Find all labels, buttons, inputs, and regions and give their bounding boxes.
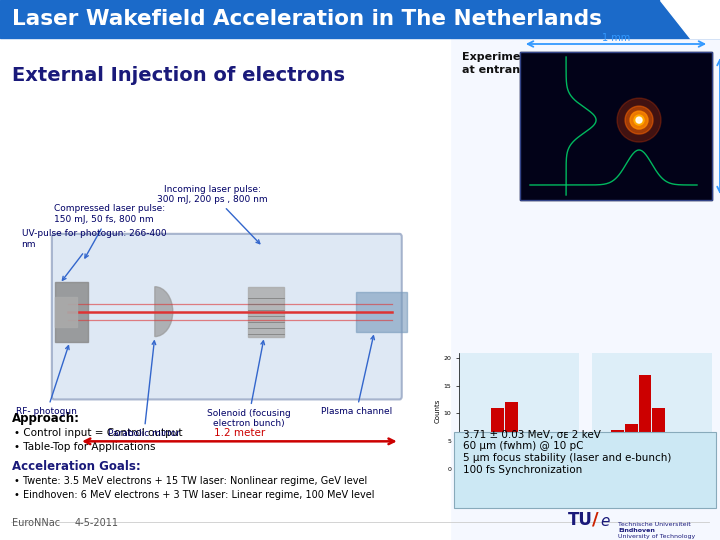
Bar [652, 408, 665, 469]
Text: Acceleration Goals:: Acceleration Goals: [12, 460, 140, 473]
Bar [0, 0, 720, 38]
Circle shape [625, 106, 653, 134]
Text: overlap electrons/laser pulse: overlap electrons/laser pulse [460, 490, 611, 500]
Bar [680, 463, 693, 469]
Bar [0, 38, 450, 540]
Text: • Table-Top for Applications: • Table-Top for Applications [14, 442, 156, 452]
Bar [55, 296, 77, 327]
Circle shape [634, 115, 644, 125]
Bar [547, 463, 560, 469]
Bar [639, 375, 652, 469]
Text: 60 μm (fwhm) @ 10 pC: 60 μm (fwhm) @ 10 pC [463, 441, 583, 451]
Text: Searching for: Searching for [460, 476, 530, 486]
Text: EuroNNac: EuroNNac [12, 518, 60, 528]
Text: Laser Wakefield Acceleration in The Netherlands: Laser Wakefield Acceleration in The Neth… [12, 9, 602, 29]
Wedge shape [155, 287, 173, 336]
Text: • Twente: 3.5 MeV electrons + 15 TW laser: Nonlinear regime, GeV level: • Twente: 3.5 MeV electrons + 15 TW lase… [14, 476, 367, 486]
Bar [533, 458, 546, 469]
Text: Parabolic mirror: Parabolic mirror [108, 341, 180, 438]
Bar [477, 447, 490, 469]
Bar [597, 458, 610, 469]
Bar [55, 282, 88, 342]
Text: Solenoid (focusing
electron bunch): Solenoid (focusing electron bunch) [207, 341, 290, 428]
Text: Experimental Results
at entrance of plasma channel: Experimental Results at entrance of plas… [462, 52, 652, 75]
Text: 3.71 ± 0.03 MeV, σᴇ 2 keV: 3.71 ± 0.03 MeV, σᴇ 2 keV [463, 429, 600, 440]
Text: Compressed laser pulse:
150 mJ, 50 fs, 800 nm: Compressed laser pulse: 150 mJ, 50 fs, 8… [54, 205, 165, 258]
Bar [492, 408, 505, 469]
X-axis label: ΔY centre focus [μm]: ΔY centre focus [μm] [619, 483, 685, 488]
Text: 4-5-2011: 4-5-2011 [75, 518, 119, 528]
Text: External Injection of electrons: External Injection of electrons [12, 66, 345, 85]
Bar [611, 430, 624, 469]
Text: UV-pulse for photogun: 266-400
nm: UV-pulse for photogun: 266-400 nm [22, 230, 166, 280]
Text: 100 fs Synchronization: 100 fs Synchronization [463, 465, 582, 475]
Bar [666, 447, 679, 469]
Text: 1.2 meter: 1.2 meter [214, 428, 266, 438]
Circle shape [636, 117, 642, 123]
Bar [356, 292, 407, 332]
Bar [464, 458, 477, 469]
Polygon shape [660, 0, 720, 38]
Text: Incoming laser pulse:
300 mJ, 200 ps , 800 nm: Incoming laser pulse: 300 mJ, 200 ps , 8… [157, 185, 268, 244]
Text: 1 mm: 1 mm [602, 33, 630, 43]
FancyBboxPatch shape [52, 234, 402, 400]
Bar [519, 436, 532, 469]
Text: Technische Universiteit: Technische Universiteit [618, 522, 690, 527]
Bar [248, 287, 284, 336]
Bar [520, 52, 712, 200]
Text: University of Technology: University of Technology [618, 534, 696, 539]
Text: Status:: Status: [460, 460, 508, 473]
Bar [505, 402, 518, 469]
Circle shape [617, 98, 661, 142]
Text: • Eindhoven: 6 MeV electrons + 3 TW laser: Linear regime, 100 MeV level: • Eindhoven: 6 MeV electrons + 3 TW lase… [14, 490, 374, 500]
Circle shape [630, 111, 648, 129]
Bar [520, 52, 712, 200]
Text: TU: TU [568, 511, 593, 529]
Text: • Control input = Control output: • Control input = Control output [14, 428, 182, 438]
Text: Plasma channel: Plasma channel [321, 336, 392, 416]
Text: Approach:: Approach: [12, 412, 80, 425]
Y-axis label: Counts: Counts [434, 399, 441, 423]
Text: /: / [592, 511, 598, 529]
Text: 5 μm focus stability (laser and e-bunch): 5 μm focus stability (laser and e-bunch) [463, 453, 671, 463]
Text: e: e [600, 514, 609, 529]
Text: RF- photogun: RF- photogun [17, 346, 77, 416]
X-axis label: ΔX centre focus [μm]: ΔX centre focus [μm] [485, 483, 552, 488]
Text: Eindhoven: Eindhoven [618, 528, 655, 533]
Bar [625, 424, 638, 469]
